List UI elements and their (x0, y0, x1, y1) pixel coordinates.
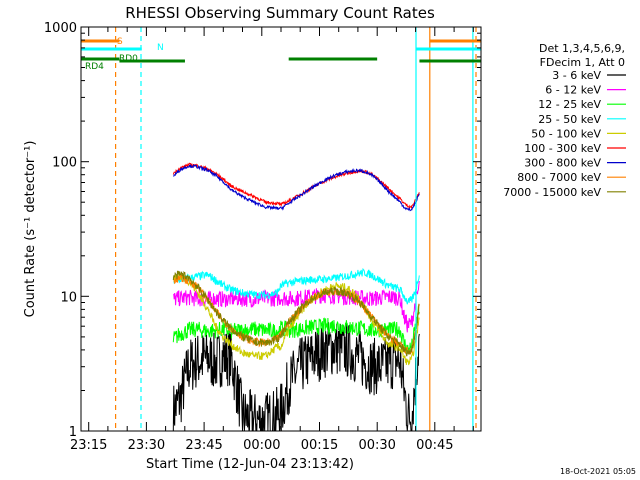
series-line-4 (172, 267, 420, 305)
legend: Det 1,3,4,5,6,9,FDecim 1, Att 03 - 6 keV… (503, 42, 626, 199)
series-line-5 (172, 273, 420, 366)
axes-layer: 1 10 100 1000 23:15 23:30 23:45 00:00 00:15 00:30… (44, 21, 481, 453)
legend-entry-label: 3 - 6 keV (552, 69, 601, 82)
flag-bar-label: RD0 (119, 54, 138, 64)
flag-bar-label: N (157, 43, 164, 53)
legend-entry-label: 7000 - 15000 keV (503, 186, 601, 199)
series-line-1 (172, 322, 420, 432)
legend-entry-label: 25 - 50 keV (538, 113, 601, 126)
series-line-6 (172, 162, 420, 210)
y-axis-label: Count Rate (s⁻¹ detector⁻¹) (23, 141, 38, 318)
y-tick-label: 1000 (44, 21, 77, 36)
x-tick-label: 00:45 (416, 438, 453, 453)
x-tick-label: 23:30 (128, 438, 165, 453)
legend-entry-label: 800 - 7000 keV (517, 171, 601, 184)
legend-entry-label: 100 - 300 keV (524, 142, 601, 155)
flag-bar-label: S (117, 37, 123, 47)
x-tick-label: 00:30 (358, 438, 395, 453)
x-tick-label: 23:45 (185, 438, 222, 453)
y-tick-label: 100 (52, 156, 77, 171)
series-line-9 (172, 270, 420, 357)
series-line-2 (172, 280, 420, 333)
legend-header-line: FDecim 1, Att 0 (540, 56, 625, 69)
flag-bar-layer: S N RD0 RD4 (81, 37, 481, 72)
legend-entry-label: 6 - 12 keV (545, 84, 601, 97)
data-layer (172, 162, 420, 432)
x-axis-label: Start Time (12-Jun-04 23:13:42) (146, 457, 354, 472)
x-tick-label: 00:00 (243, 438, 280, 453)
y-tick-label: 10 (60, 290, 77, 305)
legend-entry-label: 50 - 100 keV (531, 127, 601, 140)
y-tick-label: 1 (69, 425, 77, 440)
x-tick-label: 23:15 (70, 438, 107, 453)
legend-entry-label: 12 - 25 keV (538, 98, 601, 111)
vertical-marker-layer (114, 27, 477, 431)
chart-title: RHESSI Observing Summary Count Rates (125, 4, 435, 22)
footer-timestamp: 18-Oct-2021 05:05 (560, 467, 636, 476)
series-line-7 (173, 164, 420, 212)
flag-bar-label: RD4 (85, 62, 104, 72)
legend-header-line: Det 1,3,4,5,6,9, (539, 42, 625, 55)
legend-entry-label: 300 - 800 keV (524, 157, 601, 170)
x-tick-label: 00:15 (301, 438, 338, 453)
